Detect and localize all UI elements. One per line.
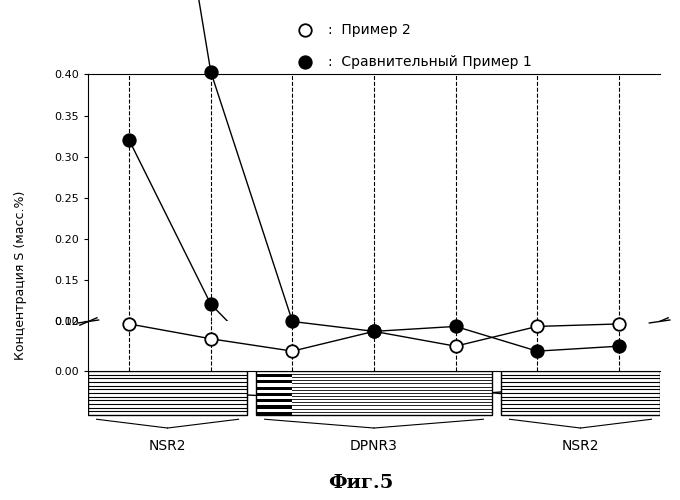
Bar bbox=[256, 399, 292, 402]
Text: :  Пример 2: : Пример 2 bbox=[328, 23, 411, 37]
Bar bbox=[256, 412, 292, 415]
Bar bbox=[256, 386, 292, 390]
Text: :  Сравнительный Пример 1: : Сравнительный Пример 1 bbox=[328, 56, 532, 70]
Bar bbox=[501, 371, 660, 415]
Text: Концентрация S (масс.%): Концентрация S (масс.%) bbox=[14, 190, 27, 360]
Text: DPNR3: DPNR3 bbox=[350, 439, 398, 453]
Text: NSR2: NSR2 bbox=[562, 439, 599, 453]
Bar bbox=[256, 406, 292, 408]
Bar bbox=[256, 374, 292, 377]
Text: Фиг.5: Фиг.5 bbox=[328, 474, 393, 492]
Bar bbox=[256, 380, 292, 384]
Bar bbox=[256, 393, 292, 396]
Bar bbox=[256, 371, 492, 415]
Text: NSR2: NSR2 bbox=[149, 439, 186, 453]
Bar bbox=[88, 371, 247, 415]
